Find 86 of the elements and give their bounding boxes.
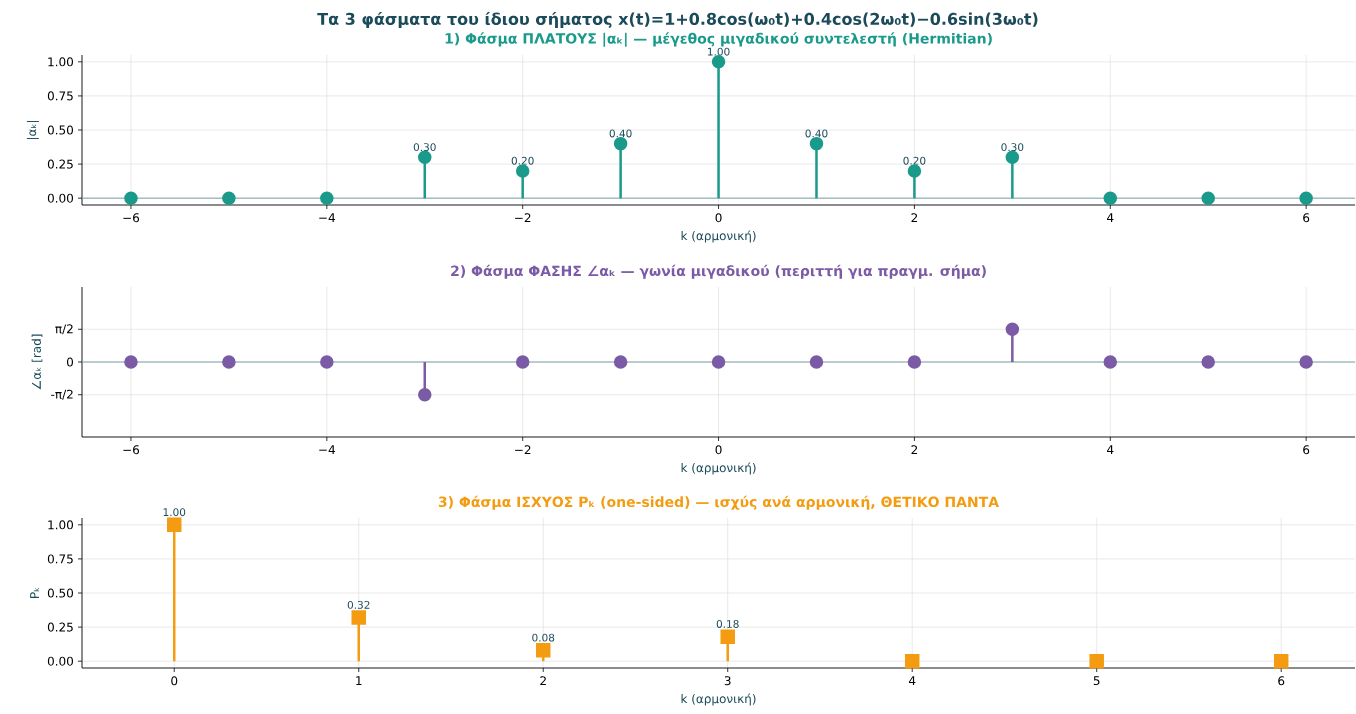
y-tick-label: 1.00 <box>48 520 74 530</box>
point <box>515 164 530 178</box>
x-tick-label: −4 <box>319 213 336 222</box>
data-label: 0.40 <box>805 129 828 138</box>
point <box>124 355 138 369</box>
x-tick-label: 1 <box>356 676 362 685</box>
data-label: 0.18 <box>716 620 739 628</box>
point <box>1103 191 1118 205</box>
data-label: 0.20 <box>511 156 534 165</box>
point <box>222 191 236 205</box>
y-tick-label: 0.00 <box>47 656 74 666</box>
x-tick-label: 4 <box>1107 445 1114 454</box>
y-tick-label: -π/2 <box>51 389 73 400</box>
x-tick-label: 0 <box>715 445 722 455</box>
point <box>1299 191 1313 205</box>
point <box>222 355 236 369</box>
y-tick-label: 0.75 <box>47 91 73 101</box>
x-tick-label: −2 <box>515 445 531 455</box>
point <box>907 355 922 369</box>
x-tick-label: 4 <box>1107 213 1114 222</box>
chart-title: 2) Φάσμα ΦΑΣΗΣ ∠αₖ — γωνία μιγαδικού (περιττή για πραγμ. σήμα) <box>451 264 986 279</box>
point <box>720 629 735 644</box>
point <box>711 55 726 69</box>
point <box>1005 322 1020 337</box>
y-axis-title: |αₖ| <box>26 120 39 140</box>
x-tick-label: 0 <box>715 213 722 223</box>
x-axis-title: k (αρμονική) <box>681 693 756 706</box>
data-label: 0.08 <box>532 633 555 642</box>
point <box>1103 355 1118 369</box>
point <box>1201 355 1215 369</box>
x-tick-label: 3 <box>724 676 731 686</box>
x-tick-label: 6 <box>1303 213 1310 223</box>
point <box>167 517 182 533</box>
data-label: 0.40 <box>609 129 632 138</box>
x-tick-label: −6 <box>123 445 140 455</box>
x-tick-label: −2 <box>515 213 531 223</box>
point <box>320 355 334 369</box>
y-axis-title: Pₖ <box>30 587 39 599</box>
point <box>418 150 432 165</box>
point <box>320 191 334 205</box>
point <box>711 355 726 369</box>
x-tick-label: 6 <box>1303 445 1310 455</box>
point <box>613 355 628 369</box>
y-tick-label: 0.00 <box>47 193 74 203</box>
x-tick-label: −4 <box>319 445 336 454</box>
y-tick-label: 0.50 <box>47 125 74 135</box>
point <box>907 164 922 178</box>
x-tick-label: −6 <box>123 213 140 223</box>
y-tick-label: π/2 <box>55 324 73 335</box>
data-label: 1.00 <box>708 47 730 56</box>
y-tick-label: 0.50 <box>47 588 74 598</box>
x-tick-label: 2 <box>540 676 546 686</box>
x-tick-label: 5 <box>1093 676 1100 686</box>
chart-title: Τα 3 φάσματα του ίδιου σήματος x(t)=1+0.8cos(ω₀t)+0.4cos(2ω₀t)−0.6sin(3ω₀t) <box>317 11 1038 29</box>
point <box>1273 653 1289 669</box>
point <box>904 653 920 669</box>
point <box>515 355 530 369</box>
y-tick-label: 0.25 <box>47 159 73 169</box>
data-label: 0.30 <box>1001 143 1024 152</box>
y-tick-label: 0.75 <box>47 554 73 564</box>
y-axis-title: ∠αₖ [rad] <box>31 334 43 390</box>
x-tick-label: 4 <box>908 676 916 685</box>
chart-title: 3) Φάσμα ΙΣΧΥΟΣ Pₖ (one-sided) — ισχύς ανά αρμονική, ΘΕΤΙΚΟ ΠΑΝΤΑ <box>438 495 999 510</box>
x-axis-title: k (αρμονική) <box>681 462 756 475</box>
y-tick-label: 0 <box>66 357 74 367</box>
point <box>1201 191 1215 205</box>
point <box>351 610 366 625</box>
data-label: 0.20 <box>903 156 926 165</box>
point <box>1005 150 1020 165</box>
x-axis-title: k (αρμονική) <box>681 230 756 243</box>
data-label: 0.30 <box>413 143 436 152</box>
y-tick-label: 1.00 <box>48 57 74 67</box>
point <box>1299 355 1313 369</box>
x-tick-label: 2 <box>911 445 918 455</box>
point <box>809 355 824 369</box>
x-tick-label: 2 <box>911 213 918 223</box>
point <box>418 387 432 402</box>
data-label: 0.32 <box>347 600 370 609</box>
x-tick-label: 0 <box>171 676 178 686</box>
x-tick-label: 6 <box>1278 676 1285 686</box>
data-label: 1.00 <box>163 508 186 517</box>
point <box>124 191 138 205</box>
y-tick-label: 0.25 <box>47 622 73 632</box>
chart-subtitle: 1) Φάσμα ΠΛΑΤΟΥΣ |αₖ| — μέγεθος μιγαδικού συντελεστή (Hermitian) <box>445 32 992 47</box>
point <box>1089 653 1104 669</box>
point <box>535 643 551 658</box>
